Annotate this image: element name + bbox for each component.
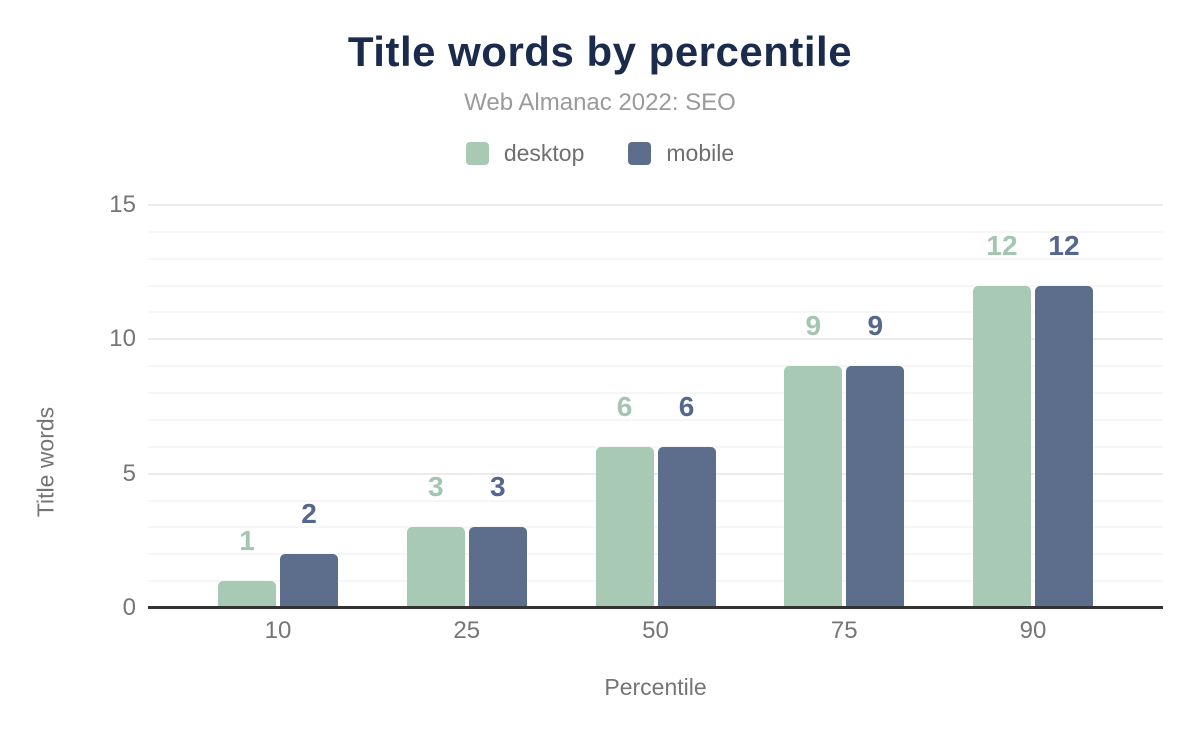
bar-desktop: 12 <box>973 231 1031 608</box>
y-tick-label: 5 <box>122 459 136 487</box>
bar-value-label-desktop: 1 <box>239 525 255 557</box>
bar-mobile: 3 <box>468 473 527 608</box>
gridline-minor <box>148 499 1163 502</box>
legend-label-mobile: mobile <box>666 140 735 166</box>
x-axis-title: Percentile <box>604 674 707 700</box>
bar-value-label-desktop: 6 <box>616 390 633 422</box>
gridline-minor <box>148 553 1163 556</box>
bar-value-label-desktop: 9 <box>805 310 822 342</box>
x-axis-baseline <box>148 606 1163 609</box>
gridline-major <box>148 338 1163 341</box>
mobile-swatch-icon <box>628 142 652 165</box>
gridline-minor <box>148 418 1163 421</box>
x-tick-label: 90 <box>1019 617 1047 644</box>
bar-desktop: 9 <box>784 312 843 608</box>
x-tick-label: 25 <box>453 617 481 644</box>
legend-label-desktop: desktop <box>503 140 585 166</box>
y-tick-label: 15 <box>109 191 136 218</box>
bar-mobile: 6 <box>657 392 716 608</box>
bar-mobile: 2 <box>280 500 338 608</box>
bar-group-90: 12 12 <box>973 205 1093 608</box>
bar-value-label-mobile: 9 <box>867 310 884 342</box>
bar-value-label-desktop: 3 <box>427 471 444 503</box>
gridline-minor <box>148 284 1163 287</box>
x-tick-label: 75 <box>830 617 858 644</box>
y-tick-label: 0 <box>122 594 136 621</box>
bar-value-label-mobile: 3 <box>489 471 506 503</box>
bar-value-label-mobile: 2 <box>301 498 317 530</box>
gridline-minor <box>148 392 1163 395</box>
gridline-minor <box>148 526 1163 529</box>
gridline-major <box>148 204 1163 206</box>
gridline-minor <box>148 257 1163 260</box>
bar-mobile: 9 <box>846 312 905 608</box>
bar-value-label-desktop: 12 <box>986 229 1018 261</box>
x-tick-label: 10 <box>264 617 292 644</box>
x-axis-ticks: 10 25 50 75 90 <box>148 617 1163 645</box>
bars-container: 1 2 3 3 6 6 9 9 12 12 <box>148 205 1163 608</box>
bar-value-label-mobile: 12 <box>1048 229 1080 261</box>
gridline-minor <box>148 580 1163 583</box>
chart-subtitle: Web Almanac 2022: SEO <box>464 89 736 116</box>
chart-title: Title words by percentile <box>347 28 853 75</box>
gridline-minor <box>148 365 1163 368</box>
legend: desktop mobile <box>0 140 1200 167</box>
bar-desktop: 3 <box>406 473 465 608</box>
legend-item-desktop: desktop <box>465 140 585 167</box>
y-axis-title: Title words <box>32 406 59 518</box>
bar-desktop: 6 <box>595 392 654 608</box>
legend-item-mobile: mobile <box>628 140 734 167</box>
gridline-minor <box>148 445 1163 448</box>
y-axis-ticks: 0 5 10 15 <box>0 193 136 620</box>
bar-desktop: 1 <box>218 527 276 608</box>
gridline-minor <box>148 311 1163 314</box>
bar-value-label-mobile: 6 <box>678 390 695 422</box>
bar-mobile: 12 <box>1035 231 1093 608</box>
gridline-minor <box>148 230 1163 233</box>
x-tick-label: 50 <box>642 617 669 644</box>
y-tick-label: 10 <box>109 325 136 353</box>
gridline-major <box>148 472 1163 475</box>
desktop-swatch-icon <box>465 142 489 165</box>
plot-area: 1 2 3 3 6 6 9 9 12 12 <box>148 204 1163 609</box>
